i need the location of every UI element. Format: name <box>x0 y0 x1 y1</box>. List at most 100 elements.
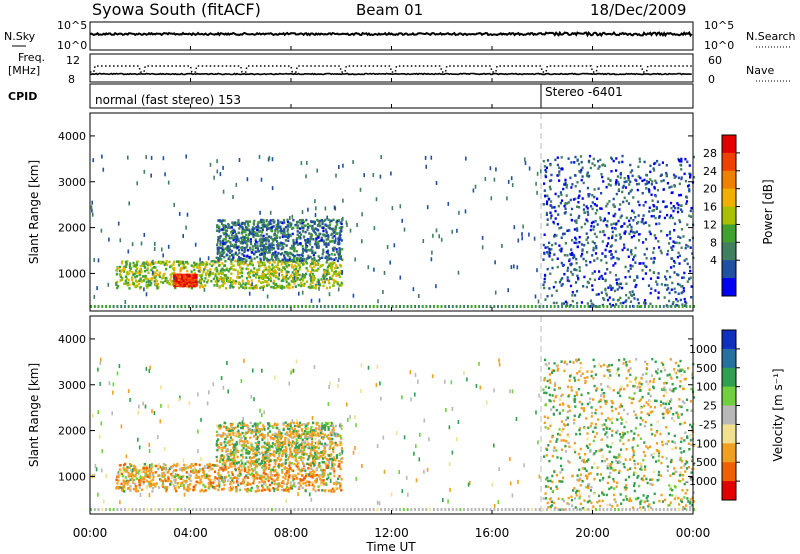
scatter-cell <box>368 305 371 308</box>
scatter-cell <box>302 249 304 254</box>
scatter-cell <box>340 229 343 233</box>
scatter-cell <box>338 284 341 287</box>
scatter-cell <box>194 483 197 487</box>
scatter-cell <box>280 231 283 235</box>
scatter-cell <box>180 484 183 487</box>
scatter-cell <box>447 201 450 206</box>
scatter-cell <box>260 251 263 254</box>
scatter-cell <box>239 261 242 264</box>
scatter-cell <box>225 274 228 277</box>
scatter-cell <box>300 161 303 166</box>
scatter-cell <box>345 220 348 225</box>
scatter-cell <box>258 253 262 257</box>
scatter-cell <box>295 241 298 244</box>
scatter-cell <box>617 219 620 223</box>
scatter-cell <box>272 281 275 285</box>
scatter-cell <box>261 228 264 232</box>
scatter-cell <box>271 157 274 162</box>
scatter-cell <box>323 469 326 472</box>
scatter-cell <box>604 248 607 252</box>
scatter-cell <box>192 464 195 468</box>
scatter-cell <box>131 278 134 282</box>
scatter-cell <box>299 237 302 240</box>
scatter-cell <box>367 265 370 270</box>
scatter-cell <box>316 269 319 272</box>
scatter-cell <box>268 155 271 160</box>
scatter-cell <box>600 192 603 195</box>
scatter-cell <box>246 177 249 182</box>
scatter-cell <box>139 277 142 281</box>
scatter-cell <box>134 285 137 288</box>
scatter-cell <box>435 181 438 185</box>
scatter-cell <box>301 277 305 281</box>
scatter-cell <box>309 464 313 468</box>
scatter-cell <box>285 265 288 268</box>
scatter-cell <box>533 236 536 241</box>
scatter-cell <box>136 271 139 274</box>
scatter-cell <box>115 281 117 286</box>
colorbar-swatch <box>722 260 736 279</box>
scatter-cell <box>240 225 243 228</box>
scatter-cell <box>270 468 273 472</box>
scatter-cell <box>672 205 675 208</box>
scatter-cell <box>258 276 261 280</box>
scatter-cell <box>267 235 270 238</box>
scatter-cell <box>119 238 122 243</box>
scatter-cell <box>276 246 279 249</box>
scatter-cell <box>217 240 219 245</box>
scatter-cell <box>127 472 130 475</box>
scatter-cell <box>337 255 341 259</box>
scatter-cell <box>634 261 637 264</box>
scatter-cell <box>277 258 280 261</box>
scatter-cell <box>550 294 554 297</box>
scatter-cell <box>670 288 673 291</box>
scatter-cell <box>672 259 676 263</box>
scatter-cell <box>272 286 275 289</box>
scatter-cell <box>273 474 276 477</box>
scatter-cell <box>254 240 257 243</box>
scatter-cell <box>536 190 538 195</box>
scatter-cell <box>181 481 184 484</box>
scatter-cell <box>316 241 319 244</box>
scatter-cell <box>280 221 283 224</box>
scatter-cell <box>278 284 281 288</box>
scatter-cell <box>302 482 305 485</box>
scatter-cell <box>310 220 313 223</box>
scatter-cell <box>660 251 663 255</box>
scatter-cell <box>242 227 245 230</box>
scatter-cell <box>124 481 127 484</box>
scatter-cell <box>258 489 261 492</box>
scatter-cell <box>670 185 673 188</box>
scatter-cell <box>632 211 635 214</box>
scatter-cell <box>318 232 321 236</box>
scatter-cell <box>274 270 277 273</box>
scatter-cell <box>579 171 582 174</box>
scatter-cell <box>642 241 645 244</box>
scatter-cell <box>610 157 614 161</box>
scatter-cell <box>131 305 134 308</box>
scatter-cell <box>589 277 592 281</box>
scatter-cell <box>278 286 281 289</box>
scatter-cell <box>430 155 433 160</box>
scatter-cell <box>164 485 168 489</box>
scatter-cell <box>167 469 170 472</box>
scatter-cell <box>247 465 250 469</box>
scatter-cell <box>212 481 215 484</box>
scatter-cell <box>658 222 661 225</box>
scatter-cell <box>304 305 307 308</box>
scatter-cell <box>305 239 308 242</box>
scatter-cell <box>284 235 287 238</box>
scatter-cell <box>544 298 547 301</box>
scatter-cell <box>591 272 594 275</box>
scatter-cell <box>339 467 342 471</box>
scatter-cell <box>216 464 219 467</box>
scatter-cell <box>335 248 338 251</box>
scatter-cell <box>147 469 151 473</box>
scatter-cell <box>264 473 267 476</box>
scatter-cell <box>598 165 601 168</box>
scatter-cell <box>140 479 143 483</box>
scatter-cell <box>179 267 182 270</box>
scatter-cell <box>681 303 684 306</box>
scatter-cell <box>661 161 664 164</box>
scatter-cell <box>652 260 655 264</box>
